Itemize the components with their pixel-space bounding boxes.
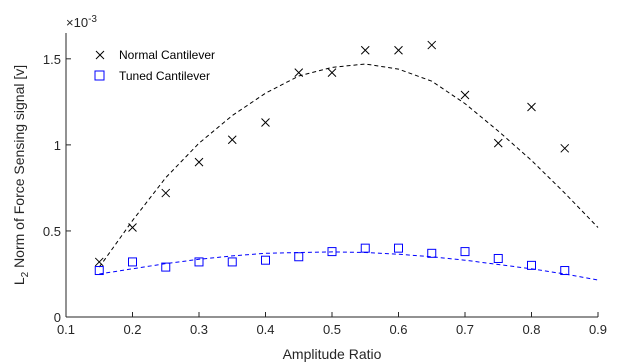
marker-tuned-point	[327, 247, 337, 257]
x-tick-label: 0.5	[323, 322, 341, 337]
fit-curves	[98, 63, 599, 281]
x-tick-label: 0.6	[389, 322, 407, 337]
marker-normal-point	[394, 45, 403, 55]
marker-tuned-point	[427, 248, 437, 258]
axes	[65, 33, 599, 318]
marker-tuned-point	[460, 247, 470, 257]
y-tick-label: 0.5	[43, 224, 61, 239]
x-tick-label: 0.4	[256, 322, 274, 337]
marker-tuned-point	[527, 260, 536, 270]
legend-marker-tuned	[94, 70, 105, 81]
x-tick-label: 0.1	[57, 322, 75, 337]
marker-tuned-point	[360, 243, 370, 253]
x-tick-label: 0.9	[589, 322, 607, 337]
marker-normal-point	[128, 223, 137, 232]
marker-tuned-point	[161, 262, 171, 272]
x-tick-label: 0.3	[190, 322, 208, 337]
legend: Normal Cantilever Tuned Cantilever	[94, 48, 215, 83]
marker-tuned-point	[493, 253, 503, 263]
marker-normal-point	[493, 138, 503, 148]
marker-normal-point	[227, 135, 237, 145]
marker-normal-point	[560, 143, 570, 153]
marker-tuned-point	[261, 255, 270, 265]
x-axis-label: Amplitude Ratio	[283, 346, 382, 362]
marker-normal-point	[360, 45, 370, 55]
y-tick-label: 1.5	[43, 52, 61, 67]
data-markers	[94, 40, 570, 276]
x-tick-label: 0.2	[123, 322, 141, 337]
marker-tuned-point	[128, 257, 137, 267]
marker-normal-point	[460, 90, 470, 100]
marker-normal-point	[327, 68, 337, 77]
marker-normal-point	[161, 188, 171, 198]
fit-curve-0	[98, 63, 599, 268]
marker-tuned-point	[560, 266, 570, 276]
legend-label-tuned: Tuned Cantilever	[119, 69, 210, 83]
tick-labels: 0.1 0.2 0.3 0.4 0.5 0.6 0.7 0.8 0.9 0 0.5 1 1.5	[43, 52, 607, 337]
marker-normal-point	[527, 102, 536, 112]
y-tick-label: 0	[54, 310, 61, 325]
y-exponent-label: ×10-3	[66, 14, 97, 30]
marker-normal-point	[294, 68, 304, 77]
marker-tuned-point	[227, 257, 237, 267]
marker-tuned-point	[294, 252, 304, 262]
fit-curve-1	[99, 251, 599, 281]
x-tick-label: 0.8	[522, 322, 540, 337]
marker-tuned-point	[94, 266, 104, 276]
y-tick-label: 1	[54, 138, 61, 153]
marker-normal-point	[94, 257, 104, 267]
legend-marker-normal	[95, 50, 105, 60]
y-axis-label: L2 Norm of Force Sensing signal [v]	[11, 65, 31, 285]
marker-normal-point	[261, 118, 270, 127]
marker-tuned-point	[194, 257, 204, 267]
x-tick-label: 0.7	[456, 322, 474, 337]
marker-normal-point	[427, 40, 437, 50]
legend-label-normal: Normal Cantilever	[119, 48, 215, 62]
marker-normal-point	[194, 157, 204, 167]
marker-tuned-point	[394, 243, 403, 253]
